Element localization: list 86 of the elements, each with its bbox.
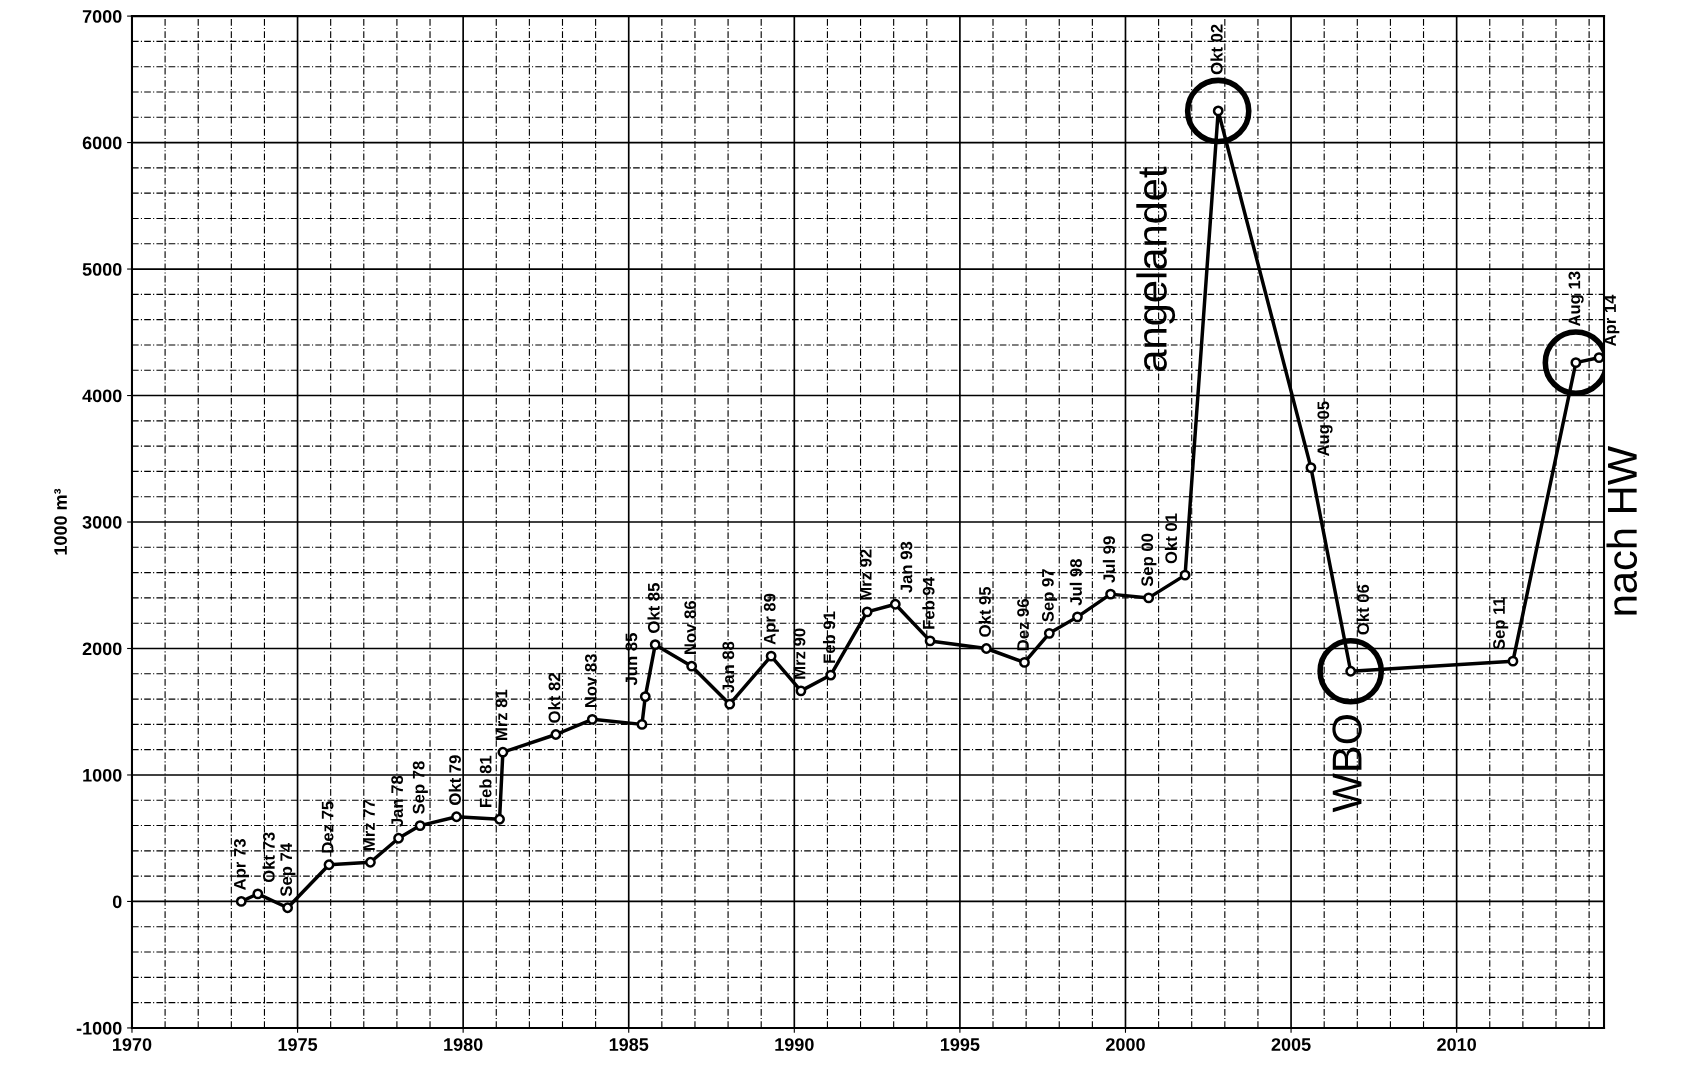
data-label: Dez 75 — [321, 801, 334, 853]
y-tick-label: 0 — [112, 895, 122, 909]
point — [889, 598, 901, 610]
y-tick-label: 4000 — [82, 389, 122, 403]
y-tick-label: -1000 — [76, 1021, 122, 1035]
point — [1179, 569, 1191, 581]
data-label: Aug 05 — [1317, 401, 1333, 457]
x-tick-label: 1970 — [113, 1038, 152, 1051]
point — [636, 718, 648, 730]
point — [765, 650, 777, 662]
point — [795, 685, 807, 697]
y-tick-label: 3000 — [82, 515, 122, 529]
data-label: Apr 73 — [233, 839, 250, 890]
data-label: Okt 02 — [1210, 24, 1223, 75]
point — [494, 813, 505, 825]
data-label: Mrz 81 — [495, 689, 508, 740]
x-tick-label: 1980 — [444, 1038, 483, 1051]
data-label: Apr 89 — [763, 593, 779, 645]
data-label: Jan 78 — [391, 775, 404, 827]
point — [1072, 611, 1083, 623]
annotation: angelandet — [1136, 166, 1176, 371]
point — [686, 660, 698, 672]
data-label: Okt 85 — [647, 583, 660, 633]
point — [414, 820, 426, 831]
point — [323, 859, 335, 871]
point — [1143, 592, 1155, 604]
point — [649, 639, 661, 651]
data-label: Apr 14 — [1604, 294, 1620, 347]
point — [924, 635, 936, 647]
data-label: Sep 78 — [412, 761, 428, 814]
x-tick-label: 1975 — [278, 1038, 318, 1051]
data-label: Sep 74 — [280, 843, 296, 897]
data-label: Aug 13 — [1568, 271, 1584, 327]
data-label: Okt 95 — [978, 586, 991, 637]
annotation: WBO — [1332, 714, 1362, 813]
x-tick-label: 1990 — [775, 1038, 814, 1051]
point — [1507, 655, 1519, 667]
point — [1043, 627, 1055, 639]
y-tick-label: 6000 — [82, 136, 122, 150]
point — [724, 698, 736, 710]
data-label: Okt 06 — [1356, 584, 1370, 635]
y-tick-label: 2000 — [82, 642, 122, 656]
annotation: nach HW — [1606, 446, 1638, 615]
x-tick-label: 1995 — [940, 1038, 980, 1051]
point — [235, 896, 247, 907]
point — [586, 713, 598, 725]
point — [639, 691, 651, 702]
x-tick-label: 1985 — [609, 1038, 649, 1051]
y-tick-label: 5000 — [82, 262, 122, 276]
point — [861, 606, 873, 618]
point — [1105, 588, 1116, 600]
data-label: Mrz 92 — [859, 549, 872, 600]
point — [1305, 462, 1317, 474]
point — [1019, 656, 1030, 668]
point — [550, 729, 562, 740]
point — [497, 746, 509, 758]
y-axis-title: 1000 m³ — [54, 488, 67, 555]
point — [1345, 665, 1357, 677]
point — [451, 811, 462, 823]
data-label: Jul 98 — [1069, 559, 1082, 606]
data-label: Mrz 77 — [363, 800, 375, 851]
data-label: Jul 99 — [1102, 536, 1116, 583]
point — [282, 902, 294, 914]
point — [1212, 105, 1224, 117]
x-tick-label: 2000 — [1106, 1038, 1145, 1051]
data-label: Feb 81 — [479, 755, 492, 808]
point — [365, 856, 376, 868]
point — [393, 832, 404, 844]
data-label: Okt 01 — [1164, 513, 1178, 564]
data-label: Okt 79 — [448, 755, 461, 805]
x-tick-label: 2010 — [1437, 1038, 1476, 1051]
y-tick-label: 7000 — [82, 10, 122, 23]
point — [1570, 357, 1582, 369]
data-label: Feb 94 — [922, 577, 935, 629]
data-label: Nov 86 — [684, 601, 697, 654]
point — [825, 669, 837, 681]
point — [980, 643, 992, 654]
point — [252, 888, 264, 900]
data-label: Sep 00 — [1141, 533, 1157, 587]
data-label: Jan 93 — [900, 541, 913, 593]
data-label: Sep 97 — [1041, 569, 1058, 622]
data-label: Sep 11 — [1493, 597, 1509, 650]
data-label: Okt 82 — [548, 673, 561, 723]
y-tick-label: 1000 — [83, 768, 122, 782]
x-tick-label: 2005 — [1271, 1038, 1311, 1051]
data-label: Nov 83 — [584, 654, 597, 708]
